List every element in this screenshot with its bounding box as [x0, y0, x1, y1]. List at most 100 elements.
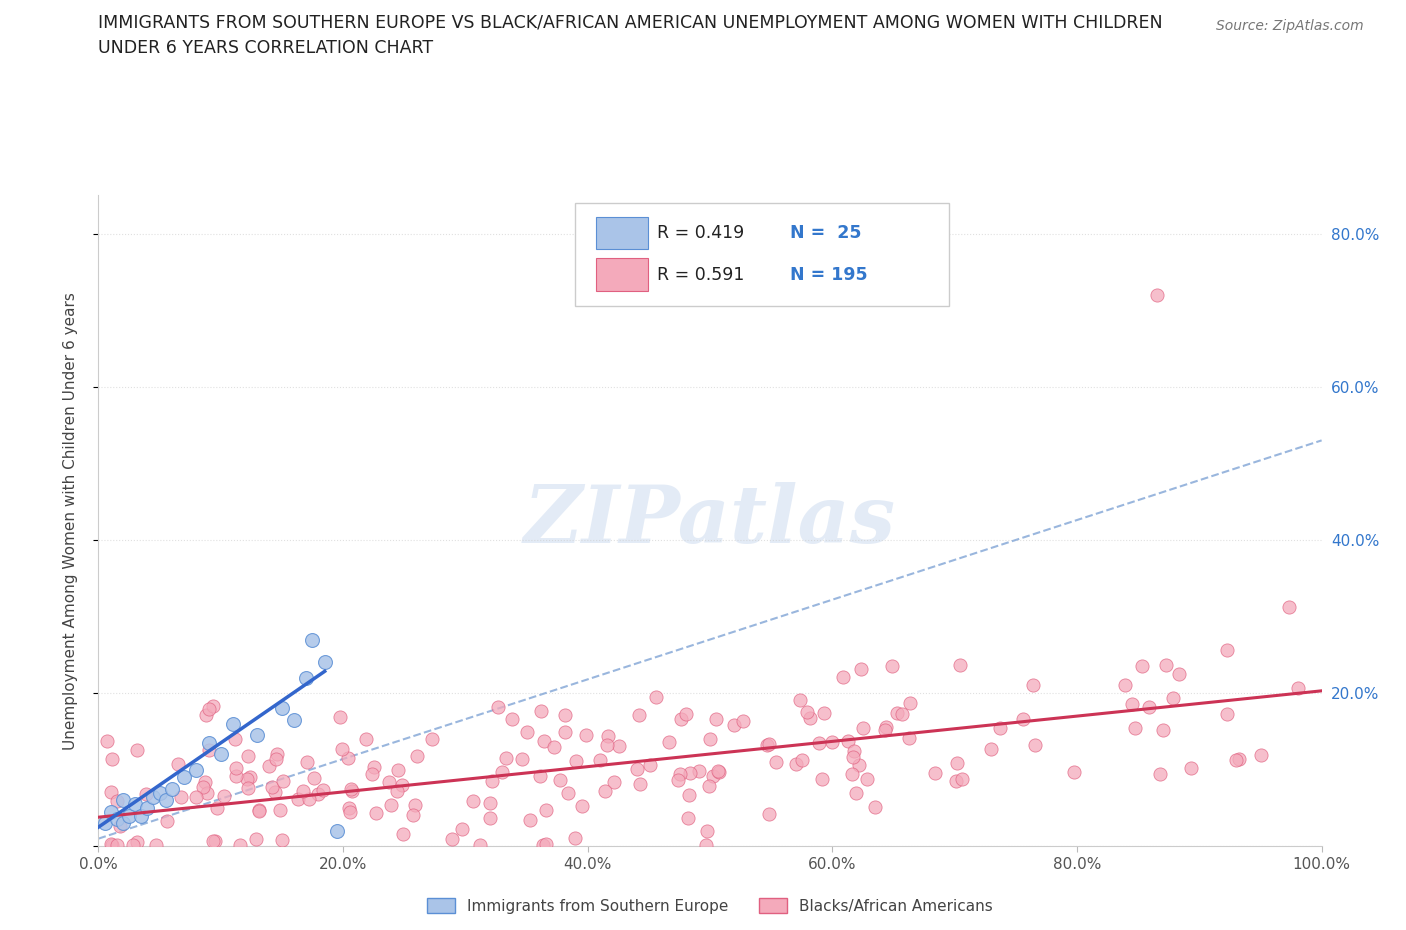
Point	[340, 783, 363, 798]
Point	[531, 837, 554, 852]
Point	[298, 791, 321, 806]
Point	[516, 725, 538, 740]
Point	[239, 770, 262, 785]
Point	[478, 810, 501, 825]
Point	[1130, 658, 1153, 673]
Point	[111, 793, 134, 808]
Point	[297, 755, 319, 770]
Point	[554, 708, 576, 723]
Point	[950, 772, 973, 787]
Point	[598, 728, 620, 743]
Point	[842, 750, 865, 764]
Point	[197, 736, 219, 751]
FancyBboxPatch shape	[575, 203, 949, 306]
Point	[1163, 691, 1185, 706]
Point	[266, 747, 288, 762]
Point	[837, 734, 859, 749]
Point	[246, 728, 269, 743]
Point	[695, 837, 717, 852]
Point	[723, 717, 745, 732]
Point	[980, 741, 1002, 756]
Point	[628, 708, 651, 723]
Point	[186, 763, 208, 777]
Point	[1121, 697, 1143, 711]
Point	[197, 702, 219, 717]
Text: Source: ZipAtlas.com: Source: ZipAtlas.com	[1216, 19, 1364, 33]
Point	[247, 803, 270, 817]
Point	[270, 833, 292, 848]
Point	[702, 768, 724, 783]
Point	[571, 798, 593, 813]
Point	[111, 816, 134, 830]
Point	[124, 797, 146, 812]
Point	[813, 706, 835, 721]
Point	[129, 808, 152, 823]
Text: R = 0.419: R = 0.419	[658, 224, 745, 242]
Point	[486, 699, 509, 714]
Point	[533, 734, 555, 749]
Point	[875, 720, 897, 735]
Point	[1024, 737, 1046, 752]
Point	[420, 732, 443, 747]
Point	[849, 661, 872, 676]
Point	[136, 801, 159, 816]
Point	[302, 770, 325, 785]
Point	[855, 772, 877, 787]
Point	[378, 774, 401, 789]
Point	[852, 721, 875, 736]
Point	[808, 736, 831, 751]
Point	[149, 785, 172, 800]
Point	[387, 763, 409, 777]
Point	[404, 798, 426, 813]
Point	[529, 768, 551, 783]
Point	[326, 824, 349, 839]
Point	[301, 632, 323, 647]
Point	[125, 742, 148, 757]
Legend: Immigrants from Southern Europe, Blacks/African Americans: Immigrants from Southern Europe, Blacks/…	[422, 892, 998, 920]
Point	[709, 764, 731, 779]
Point	[886, 706, 908, 721]
Point	[96, 734, 118, 749]
Point	[949, 658, 972, 672]
Point	[205, 801, 228, 816]
Point	[669, 712, 692, 727]
Point	[1114, 678, 1136, 693]
Point	[799, 711, 821, 725]
Point	[269, 803, 291, 817]
Point	[361, 767, 384, 782]
Point	[100, 804, 122, 819]
Point	[785, 756, 807, 771]
Point	[900, 696, 922, 711]
Point	[312, 783, 335, 798]
Point	[704, 712, 727, 727]
Point	[204, 834, 226, 849]
Point	[564, 830, 586, 845]
Point	[1146, 287, 1168, 302]
Point	[731, 713, 754, 728]
Point	[170, 790, 193, 804]
Point	[264, 785, 287, 800]
Point	[406, 749, 429, 764]
Point	[387, 784, 409, 799]
Point	[135, 787, 157, 802]
Point	[557, 786, 579, 801]
Point	[756, 737, 779, 752]
Point	[1137, 700, 1160, 715]
Point	[758, 807, 780, 822]
Point	[160, 781, 183, 796]
Point	[195, 708, 218, 723]
Point	[259, 758, 281, 773]
Point	[1286, 680, 1309, 695]
Point	[1168, 666, 1191, 681]
Point	[264, 751, 287, 766]
Point	[391, 777, 413, 792]
Point	[450, 822, 472, 837]
Point	[628, 777, 651, 791]
Point	[946, 756, 969, 771]
Point	[603, 775, 626, 790]
Point	[675, 707, 697, 722]
Point	[364, 806, 387, 821]
Point	[295, 671, 318, 685]
Text: UNDER 6 YEARS CORRELATION CHART: UNDER 6 YEARS CORRELATION CHART	[98, 39, 433, 57]
Point	[339, 804, 361, 819]
